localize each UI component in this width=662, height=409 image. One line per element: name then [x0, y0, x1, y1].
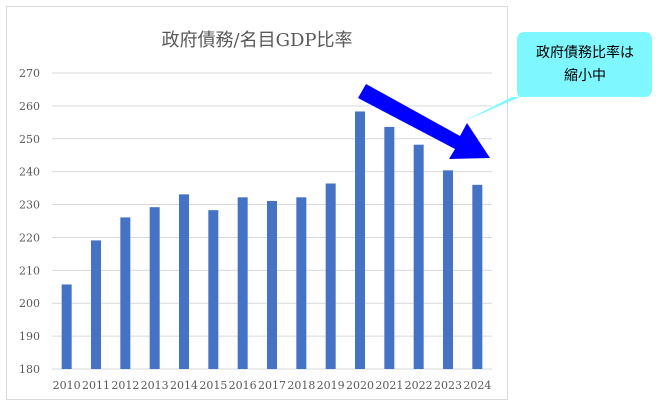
x-tick-label: 2014: [170, 379, 198, 392]
bar-2022: [413, 144, 424, 369]
x-tick-label: 2022: [405, 379, 433, 392]
bar-2017: [267, 200, 277, 369]
x-tick-label: 2013: [141, 379, 169, 392]
trend-arrow: [358, 84, 490, 159]
chart-title: 政府債務/名目GDP比率: [162, 30, 353, 51]
x-axis-ticks: 2010 2011 2012 2013 2014 2015 2016 2017 2018 2019…: [53, 379, 492, 392]
y-tick-label: 230: [19, 199, 40, 212]
y-tick-label: 190: [19, 330, 40, 343]
y-tick-label: 210: [19, 264, 40, 277]
bar-2012: [120, 217, 131, 369]
x-tick-label: 2024: [463, 379, 491, 392]
bar-2010: [61, 284, 72, 369]
x-tick-label: 2011: [82, 379, 110, 392]
x-tick-label: 2021: [375, 379, 403, 392]
bar-2024: [472, 184, 483, 369]
bar-2021: [384, 126, 395, 369]
y-tick-label: 240: [19, 166, 40, 179]
x-tick-label: 2015: [199, 379, 227, 392]
bar-2016: [237, 197, 248, 369]
y-tick-label: 270: [19, 67, 40, 80]
bars: [61, 111, 483, 369]
callout-line-2: 縮小中: [564, 68, 606, 84]
y-axis-ticks: 180 190 200 210 220 230 240 250 260 270: [19, 67, 40, 376]
callout-bubble: 政府債務比率は 縮小中: [462, 32, 652, 122]
bar-2018: [296, 197, 307, 369]
y-tick-label: 180: [19, 363, 40, 376]
y-tick-label: 200: [19, 297, 40, 310]
bar-2013: [149, 207, 160, 369]
x-tick-label: 2019: [317, 379, 345, 392]
y-tick-label: 250: [19, 133, 40, 146]
bar-2011: [91, 240, 101, 369]
x-tick-label: 2020: [346, 379, 374, 392]
bar-2023: [443, 170, 453, 369]
x-tick-label: 2010: [53, 379, 81, 392]
bar-2015: [208, 210, 219, 369]
bar-2014: [179, 194, 189, 369]
x-tick-label: 2018: [287, 379, 315, 392]
bar-2019: [325, 183, 336, 369]
y-tick-label: 260: [19, 100, 40, 113]
chart-frame: [6, 6, 508, 400]
callout-line-1: 政府債務比率は: [536, 44, 634, 61]
y-tick-label: 220: [19, 231, 40, 244]
callout-shape: [462, 32, 652, 122]
bar-2020: [355, 111, 365, 369]
x-tick-label: 2012: [111, 379, 139, 392]
x-tick-label: 2023: [434, 379, 462, 392]
x-tick-label: 2017: [258, 379, 286, 392]
x-tick-label: 2016: [229, 379, 257, 392]
